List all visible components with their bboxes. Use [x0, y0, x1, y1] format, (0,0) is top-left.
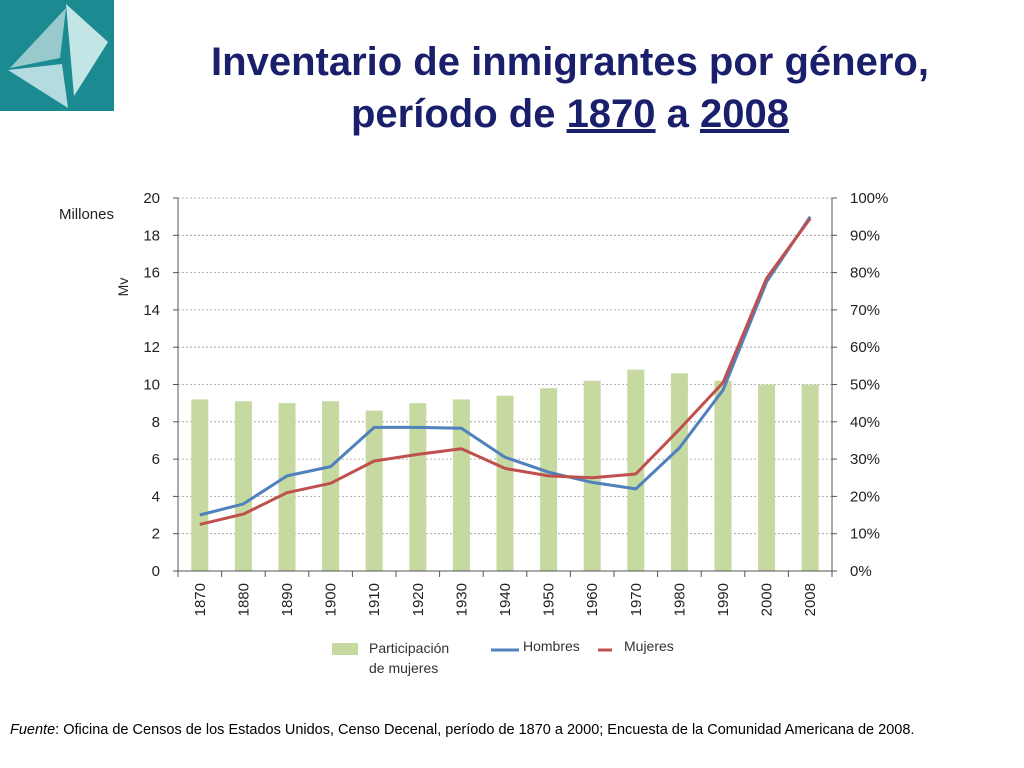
x-tick-label: 1970 — [628, 583, 645, 616]
chart-axes: 0 2 4 6 8 10 12 14 16 18 20 0% 10% 20% 30% 40% 50% 60% 70%… — [59, 190, 888, 616]
right-tick-label: 80% — [850, 265, 880, 282]
right-tick-label: 10% — [850, 526, 880, 543]
series-line-hombres — [199, 215, 812, 517]
left-tick-label: 4 — [152, 488, 160, 505]
right-tick-label: 90% — [850, 227, 880, 244]
right-tick-label: 50% — [850, 377, 880, 394]
x-tick-label: 1920 — [410, 583, 427, 616]
legend-label-participacion-1: Participación — [369, 640, 449, 656]
x-tick-label: 1940 — [497, 583, 514, 616]
legend-swatch-participacion — [332, 643, 358, 655]
y-axis-label: Millones — [59, 206, 114, 223]
left-tick-label: 8 — [152, 414, 160, 431]
x-tick-label: 1880 — [235, 583, 252, 616]
right-tick-label: 70% — [850, 302, 880, 319]
x-tick-label: 1990 — [715, 583, 732, 616]
left-tick-label: 16 — [143, 265, 160, 282]
logo — [0, 0, 114, 111]
stray-axis-label: Mv — [115, 278, 131, 297]
legend-label-mujeres: Mujeres — [624, 638, 674, 654]
x-tick-label: 2008 — [802, 583, 819, 616]
right-tick-label: 40% — [850, 414, 880, 431]
left-tick-label: 0 — [152, 563, 160, 580]
x-tick-label: 1930 — [453, 583, 470, 616]
source-label: Fuente — [10, 722, 56, 738]
left-tick-label: 12 — [143, 339, 160, 356]
x-tick-label: 1900 — [323, 583, 340, 616]
bar — [496, 395, 514, 571]
left-tick-label: 10 — [143, 377, 160, 394]
bar — [452, 399, 470, 571]
x-tick-label: 1980 — [671, 583, 688, 616]
right-tick-label: 60% — [850, 339, 880, 356]
bar — [278, 403, 296, 571]
source-text: : Oficina de Censos de los Estados Unido… — [55, 722, 915, 738]
title-year-end: 2008 — [700, 92, 790, 136]
bar — [540, 388, 558, 571]
left-tick-label: 18 — [143, 227, 160, 244]
bar — [714, 380, 732, 571]
left-tick-label: 20 — [143, 190, 160, 207]
x-tick-label: 1870 — [192, 583, 209, 616]
bar — [409, 403, 427, 571]
right-tick-label: 20% — [850, 488, 880, 505]
bar — [322, 401, 340, 571]
bar — [758, 384, 776, 571]
title-year-start: 1870 — [566, 92, 656, 136]
x-tick-label: 1910 — [366, 583, 383, 616]
title-line-1: Inventario de inmigrantes por género, — [211, 40, 929, 84]
x-tick-label: 1890 — [279, 583, 296, 616]
legend-label-participacion-2: de mujeres — [369, 660, 438, 676]
x-tick-label: 1950 — [541, 583, 558, 616]
chart: 0 2 4 6 8 10 12 14 16 18 20 0% 10% 20% 30% 40% 50% 60% 70%… — [59, 190, 888, 676]
title-mid: a — [655, 92, 701, 136]
x-tick-label: 2000 — [759, 583, 776, 616]
bar — [627, 369, 645, 571]
bar — [234, 401, 252, 571]
line-series — [199, 215, 812, 526]
bar-series — [191, 369, 819, 571]
page-title: Inventario de inmigrantes por género, pe… — [130, 36, 1010, 140]
left-tick-label: 14 — [143, 302, 160, 319]
left-tick-label: 6 — [152, 451, 160, 468]
right-tick-label: 30% — [850, 451, 880, 468]
bar — [191, 399, 209, 571]
bar — [583, 380, 601, 571]
x-tick-label: 1960 — [584, 583, 601, 616]
source-note: Fuente: Oficina de Censos de los Estados… — [10, 722, 1010, 738]
title-line-2: período de 1870 a 2008 — [130, 88, 1010, 140]
bar — [365, 410, 383, 571]
series-line-mujeres — [199, 217, 812, 526]
left-tick-label: 2 — [152, 526, 160, 543]
title-prefix: período de — [350, 92, 567, 136]
right-tick-label: 0% — [850, 563, 872, 580]
chart-legend: Participación de mujeres Hombres Mujeres — [332, 638, 674, 676]
bar — [670, 373, 688, 571]
legend-label-hombres: Hombres — [523, 638, 580, 654]
right-tick-label: 100% — [850, 190, 888, 207]
bar — [801, 384, 819, 571]
